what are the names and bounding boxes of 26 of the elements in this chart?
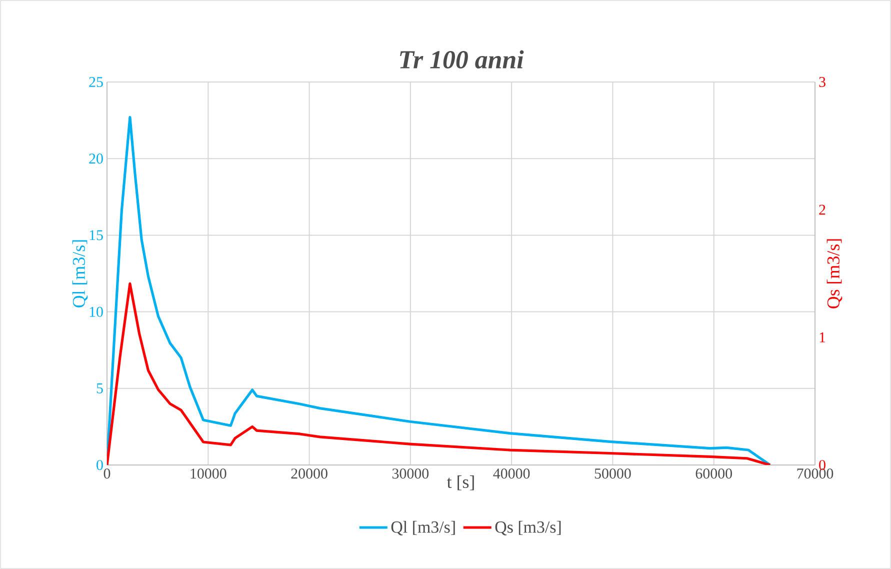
x-axis-title: t [s] (446, 475, 474, 490)
y-tick-label: 20 (89, 154, 103, 164)
x-tick-label: 10000 (190, 468, 226, 479)
y2-tick-label: 3 (819, 76, 826, 88)
y-tick-label: 10 (90, 306, 103, 317)
y2-tick-label: 0 (819, 460, 826, 470)
y-tick-label: 15 (90, 230, 103, 240)
y2-tick-label: 1 (820, 332, 826, 342)
chart-title: Tr 100 anni (400, 50, 524, 68)
legend-label: Ql [m3/s] (391, 520, 455, 536)
y-tick-label: 0 (96, 460, 103, 470)
x-tick-label: 50000 (594, 468, 631, 479)
x-tick-label: 60000 (696, 468, 732, 479)
x-tick-label: 0 (104, 468, 110, 479)
x-tick-label: 70000 (797, 468, 834, 479)
y2-axis-title: Qs [m3/s] (826, 239, 842, 308)
y2-tick-label: 2 (819, 204, 826, 215)
line-series (107, 282, 772, 465)
y-tick-label: 5 (96, 383, 103, 394)
y-axis-title: Ql [m3/s] (72, 240, 88, 308)
x-tick-label: 20000 (291, 468, 328, 479)
y-tick-label: 25 (89, 76, 103, 88)
line-series (107, 116, 772, 465)
x-tick-label: 30000 (392, 468, 429, 479)
x-tick-label: 40000 (493, 468, 530, 479)
legend-label: Qs [m3/s] (495, 520, 561, 536)
